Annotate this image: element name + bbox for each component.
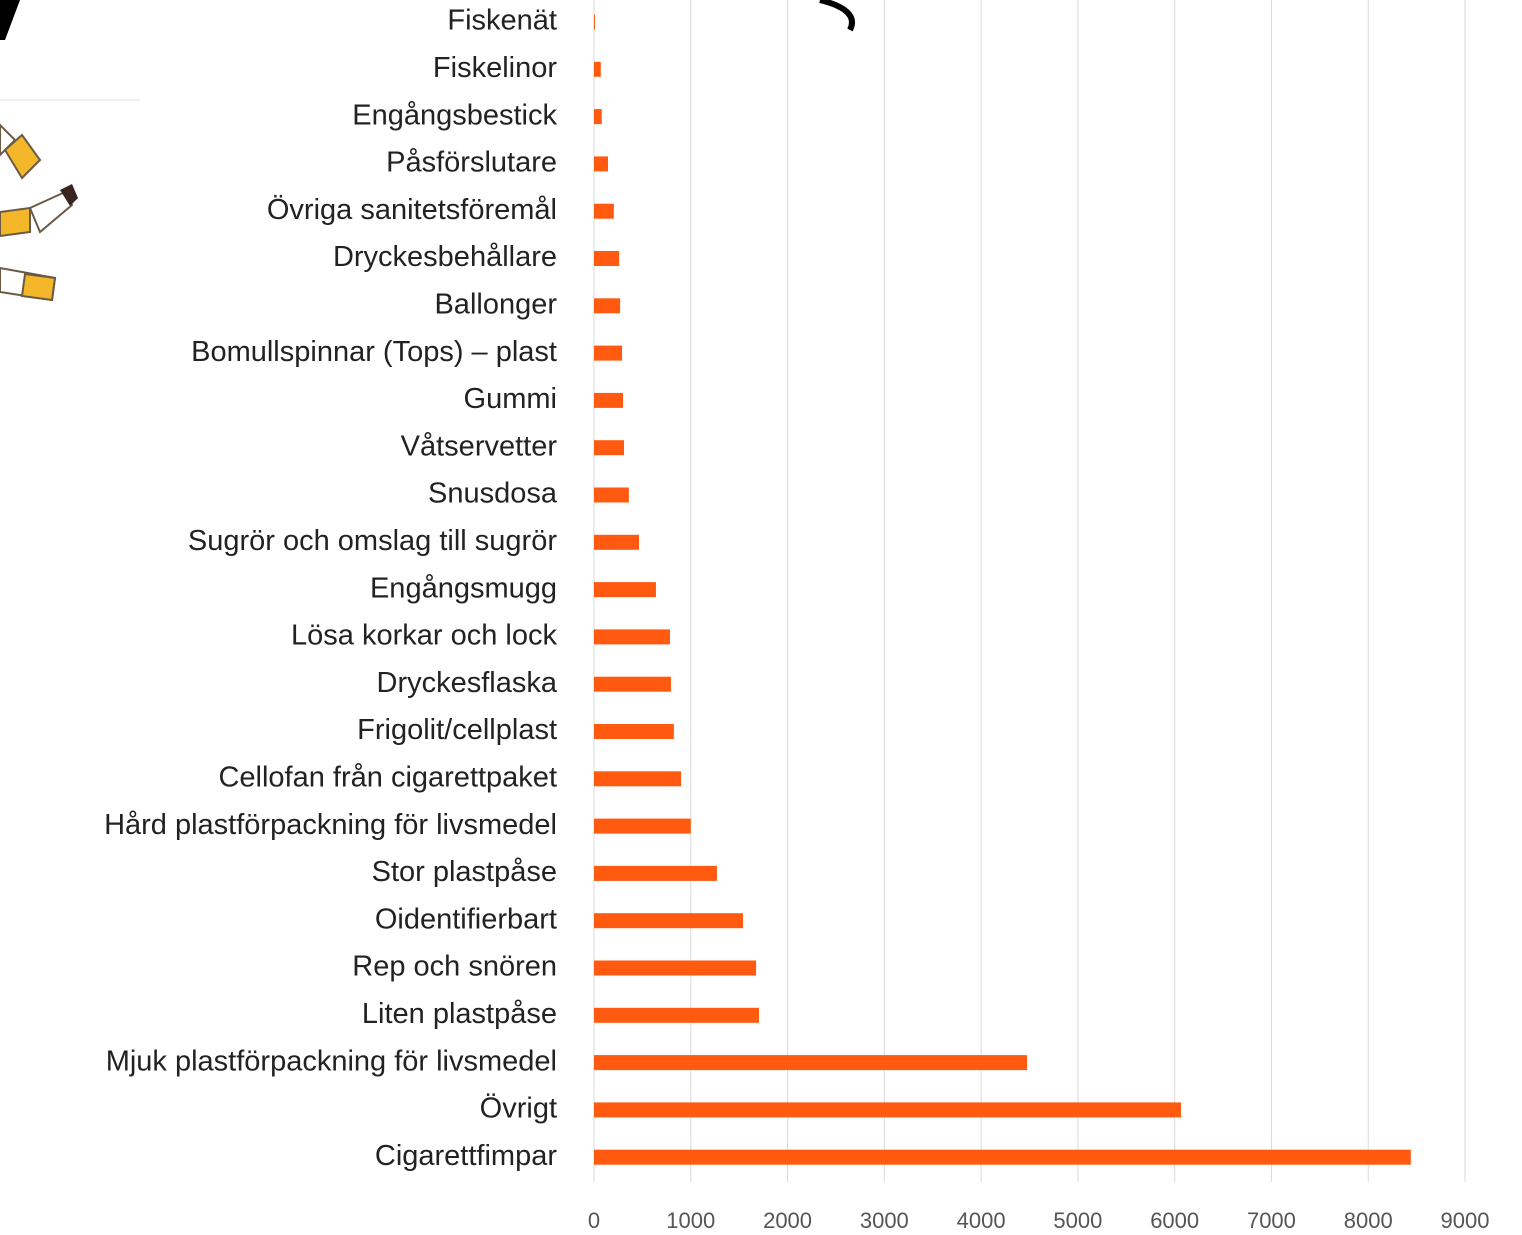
bar (594, 582, 656, 597)
y-tick-label: Våtservetter (401, 430, 558, 462)
y-tick-label: Stor plastpåse (372, 856, 557, 888)
bar (594, 156, 608, 171)
bar (594, 62, 601, 77)
y-tick-label: Övrigt (480, 1093, 557, 1125)
y-tick-label: Ballonger (434, 288, 557, 320)
bar (594, 1150, 1411, 1165)
bar (594, 393, 623, 408)
x-tick-label: 6000 (1150, 1208, 1199, 1233)
y-tick-label: Fiskelinor (433, 52, 557, 84)
bar (594, 771, 681, 786)
x-tick-label: 4000 (957, 1208, 1006, 1233)
bar (594, 961, 756, 976)
x-tick-label: 7000 (1247, 1208, 1296, 1233)
x-tick-label: 0 (588, 1208, 600, 1233)
bar (594, 1008, 759, 1023)
bar (594, 913, 743, 928)
y-tick-label: Oidentifierbart (375, 903, 557, 935)
y-tick-label: Bomullspinnar (Tops) – plast (191, 336, 557, 368)
bar (594, 677, 671, 692)
y-tick-label: Frigolit/cellplast (357, 714, 557, 746)
y-tick-label: Cigarettfimpar (375, 1140, 557, 1172)
y-tick-label: Snusdosa (428, 478, 558, 510)
y-tick-label: Hård plastförpackning för livsmedel (104, 809, 557, 841)
bar (594, 109, 602, 124)
bar (594, 629, 670, 644)
y-tick-label: Mjuk plastförpackning för livsmedel (106, 1045, 557, 1077)
chart: 0 1000 2000 3000 4000 5000 6000 7000 8000 9000 Fis… (0, 0, 1522, 1235)
bar (594, 535, 639, 550)
bar (594, 440, 624, 455)
bar (594, 251, 619, 266)
y-tick-label: Engångsmugg (370, 572, 557, 604)
bar (594, 298, 620, 313)
bar (594, 15, 595, 30)
y-tick-label: Cellofan från cigarettpaket (218, 761, 557, 793)
bar (594, 1102, 1181, 1117)
y-tick-label: Påsförslutare (386, 147, 557, 179)
y-tick-label: Fiskenät (447, 5, 557, 37)
bar (594, 819, 691, 834)
y-tick-label: Övriga sanitetsföremål (267, 194, 557, 226)
bar (594, 204, 614, 219)
y-tick-label: Lösa korkar och lock (291, 620, 557, 652)
x-tick-label: 1000 (666, 1208, 715, 1233)
x-tick-label: 8000 (1344, 1208, 1393, 1233)
bar (594, 346, 622, 361)
y-tick-label: Engångsbestick (352, 99, 557, 131)
y-tick-label: Liten plastpåse (362, 998, 557, 1030)
bar (594, 488, 629, 503)
bar (594, 724, 674, 739)
x-tick-label: 9000 (1441, 1208, 1490, 1233)
x-tick-label: 3000 (860, 1208, 909, 1233)
y-tick-label: Dryckesflaska (377, 667, 558, 699)
y-tick-label: Dryckesbehållare (333, 241, 557, 273)
y-tick-label: Gummi (464, 383, 557, 415)
x-tick-label: 2000 (763, 1208, 812, 1233)
bar (594, 866, 717, 881)
y-tick-label: Sugrör och omslag till sugrör (188, 525, 557, 557)
y-tick-label: Rep och snören (352, 951, 557, 983)
bar (594, 1055, 1027, 1070)
x-tick-label: 5000 (1053, 1208, 1102, 1233)
